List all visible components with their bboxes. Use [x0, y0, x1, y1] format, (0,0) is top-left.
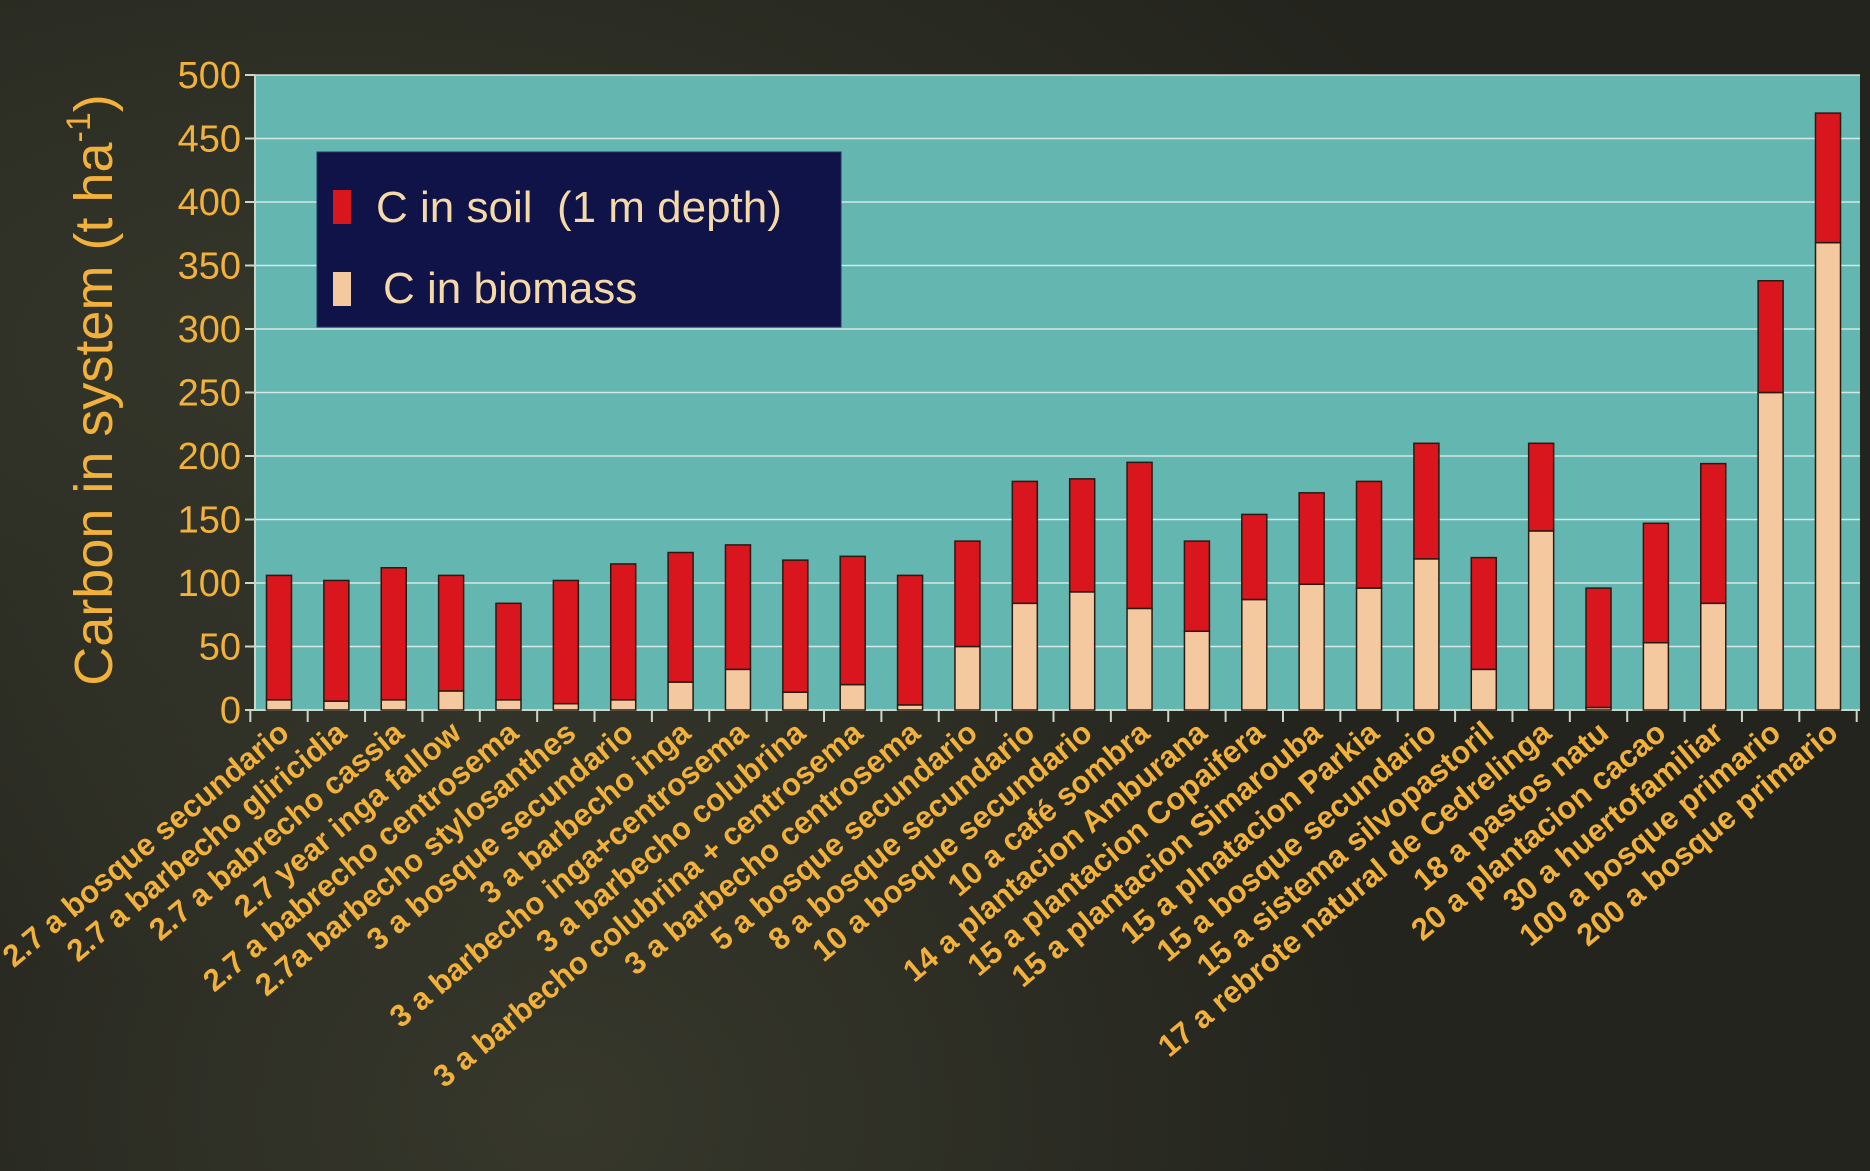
bar-segment-biomass [954, 645, 981, 711]
bar-segment-biomass [1470, 668, 1498, 711]
bar-segment-biomass [667, 681, 694, 711]
bar-segment-soil [1470, 556, 1498, 671]
y-tick-label: 300 [178, 309, 241, 351]
bar-segment-biomass [1183, 630, 1211, 711]
bar-segment-biomass [1298, 583, 1325, 711]
bar-segment-biomass [437, 690, 465, 711]
x-axis [249, 709, 1860, 722]
bar-segment-biomass [896, 704, 924, 711]
bar-segment-soil [1700, 462, 1727, 605]
bar-segment-biomass [782, 691, 809, 711]
legend-label-soil: C in soil (1 m depth) [376, 183, 782, 232]
bar-segment-biomass [1413, 558, 1440, 711]
bar-segment-soil [1527, 442, 1555, 532]
bar-segment-biomass [552, 702, 580, 711]
y-axis-label-close: ) [64, 94, 124, 112]
bar-segment-biomass [1642, 641, 1670, 711]
y-axis-label-main: Carbon in system (t ha [64, 142, 124, 686]
y-axis-label: Carbon in system (t ha-1) [60, 94, 124, 685]
y-axis: 0 50 100 150 200 250 300 350 400 450 500 [178, 55, 256, 732]
bar-segment-biomass [1814, 241, 1842, 711]
bar-segment-biomass [380, 699, 407, 711]
bar-segment-soil [1814, 112, 1842, 244]
bar-segment-soil [1585, 587, 1612, 709]
bar-segment-soil [667, 551, 694, 683]
y-tick-label: 0 [220, 690, 241, 732]
y-tick-label: 150 [178, 500, 241, 542]
legend-swatch-soil [333, 190, 351, 224]
y-tick-label: 200 [178, 436, 241, 478]
y-tick-label: 250 [178, 373, 241, 415]
bar-segment-soil [1241, 513, 1268, 601]
bar-segment-biomass [1527, 530, 1555, 711]
bar-segment-soil [495, 602, 522, 701]
bar-segment-soil [1642, 522, 1670, 644]
bar-segment-biomass [1355, 587, 1383, 711]
bar-segment-biomass [1011, 602, 1039, 711]
bar-segment-soil [1126, 461, 1153, 610]
y-tick-label: 100 [178, 563, 241, 605]
bar-segment-soil [1355, 480, 1383, 589]
bar-segment-biomass [1068, 591, 1096, 711]
bar-segment-soil [265, 574, 293, 701]
y-tick-label: 500 [178, 55, 241, 97]
bar-segment-soil [724, 544, 752, 671]
bar-segment-soil [609, 563, 637, 701]
bar-segment-biomass [1126, 607, 1153, 711]
bar-segment-soil [437, 574, 465, 692]
bar-segment-soil [896, 574, 924, 706]
bar-segment-soil [839, 555, 866, 686]
legend-box [316, 151, 842, 328]
bar-segment-soil [323, 579, 350, 702]
bar-segment-biomass [265, 699, 293, 711]
bar-segment-soil [1298, 492, 1325, 586]
bar-segment-biomass [609, 699, 637, 711]
bar-segment-soil [1068, 478, 1096, 593]
y-tick-label: 350 [178, 246, 241, 288]
y-tick-label: 50 [199, 627, 241, 669]
bar-segment-biomass [495, 699, 522, 711]
legend-label-biomass: C in biomass [383, 264, 637, 313]
y-tick-label: 450 [178, 119, 241, 161]
bar-segment-biomass [1241, 598, 1268, 711]
bar-segment-soil [552, 579, 580, 705]
bar-segment-biomass [1700, 602, 1727, 711]
bar-segment-biomass [724, 668, 752, 711]
bar-segment-soil [1183, 540, 1211, 633]
bar-segment-soil [954, 540, 981, 648]
bars [265, 112, 1842, 711]
bar-segment-biomass [839, 683, 866, 711]
bar-segment-soil [782, 559, 809, 693]
y-tick-label: 400 [178, 182, 241, 224]
y-axis-label-exponent: -1 [60, 112, 98, 142]
legend-swatch-biomass [333, 272, 351, 306]
bar-segment-soil [380, 567, 407, 701]
legend: C in soil (1 m depth) C in biomass [316, 151, 842, 328]
bar-segment-biomass [323, 700, 350, 711]
bar-segment-soil [1413, 442, 1440, 560]
bar-segment-soil [1011, 480, 1039, 605]
bar-segment-biomass [1757, 391, 1784, 711]
bar-segment-soil [1757, 279, 1784, 394]
